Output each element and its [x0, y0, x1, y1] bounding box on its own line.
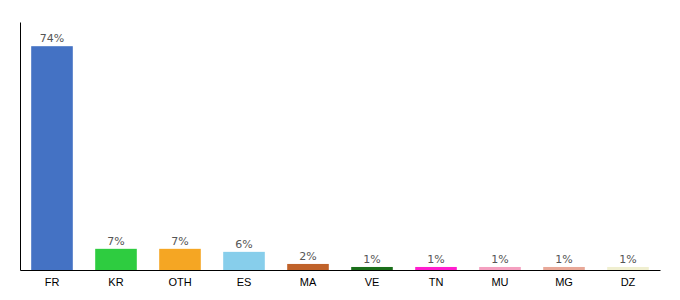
x-tick: FR	[45, 276, 60, 288]
bar	[607, 267, 649, 270]
data-label: 6%	[235, 238, 252, 251]
data-label: 1%	[427, 253, 444, 266]
x-tick-label: ES	[237, 276, 252, 288]
bar	[95, 249, 137, 270]
x-tick-label: MA	[300, 276, 317, 288]
x-tick-label: KR	[108, 276, 123, 288]
bar	[543, 267, 585, 270]
x-tick-label: OTH	[168, 276, 191, 288]
x-tick-label: MG	[555, 276, 573, 288]
chart-svg: FR KR OTH ES MA VE TN MU MG DZ 74% 7% 7% 6% 2% 1% 1% 1% 1%…	[0, 0, 680, 300]
y-axis-line	[20, 23, 21, 271]
bar	[31, 46, 73, 270]
x-tick-label: TN	[429, 276, 444, 288]
data-label: 74%	[40, 32, 64, 45]
chart-container: FR KR OTH ES MA VE TN MU MG DZ 74% 7% 7% 6% 2% 1% 1% 1% 1%…	[0, 0, 680, 300]
x-tick: MU	[491, 276, 508, 288]
x-tick-label: MU	[491, 276, 508, 288]
bar	[159, 249, 201, 270]
data-label: 1%	[555, 253, 572, 266]
plot: FR KR OTH ES MA VE TN MU MG DZ 74% 7% 7% 6% 2% 1% 1% 1% 1%…	[21, 23, 661, 288]
x-tick: MG	[555, 276, 573, 288]
data-label: 2%	[299, 250, 316, 263]
data-label: 1%	[491, 253, 508, 266]
bar	[223, 252, 265, 270]
bar	[351, 267, 393, 270]
data-label: 1%	[619, 253, 636, 266]
bars	[31, 46, 649, 270]
bar	[287, 264, 329, 270]
x-tick: OTH	[168, 276, 191, 288]
x-tick: DZ	[621, 276, 636, 288]
x-axis: FR KR OTH ES MA VE TN MU MG DZ	[21, 271, 661, 288]
data-labels: 74% 7% 7% 6% 2% 1% 1% 1% 1% 1%	[40, 32, 637, 266]
data-label: 7%	[171, 235, 188, 248]
data-label: 1%	[363, 253, 380, 266]
x-tick: KR	[108, 276, 123, 288]
x-tick-label: DZ	[621, 276, 636, 288]
x-tick: ES	[237, 276, 252, 288]
y-axis	[20, 23, 21, 271]
bar	[479, 267, 521, 270]
x-tick-label: VE	[365, 276, 380, 288]
x-tick: MA	[300, 276, 317, 288]
bar	[415, 267, 457, 270]
data-label: 7%	[107, 235, 124, 248]
x-tick: TN	[429, 276, 444, 288]
x-tick: VE	[365, 276, 380, 288]
x-tick-label: FR	[45, 276, 60, 288]
x-axis-line	[21, 270, 661, 271]
